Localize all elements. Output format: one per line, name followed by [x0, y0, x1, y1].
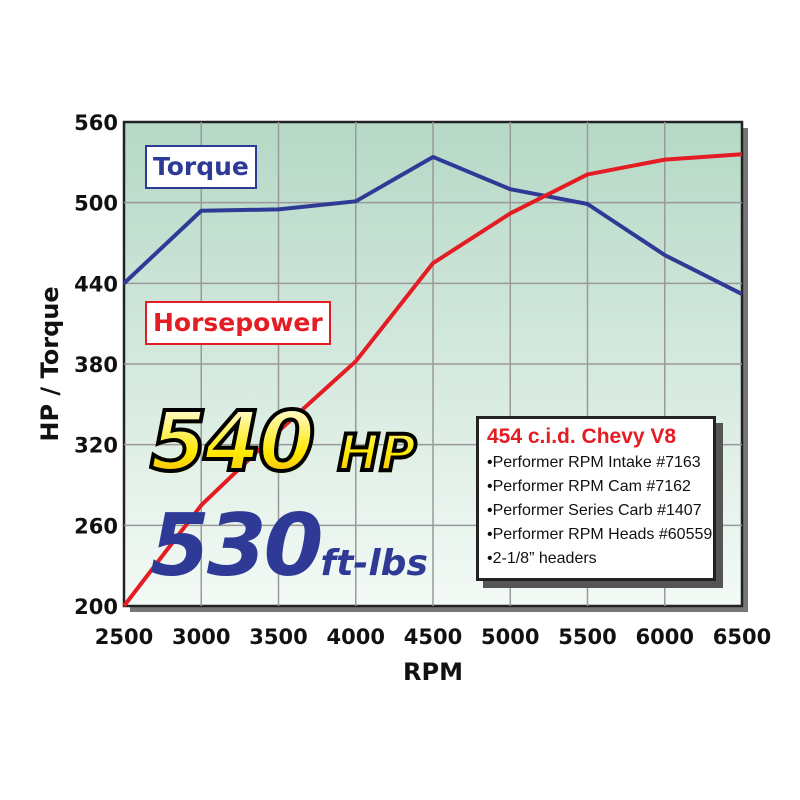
torque-value: 530	[150, 496, 324, 596]
torque-unit: ft-lbs	[320, 543, 428, 584]
spec-item: Performer Series Carb #1407	[487, 499, 705, 523]
x-tick-label: 4500	[404, 625, 462, 649]
spec-box: 454 c.i.d. Chevy V8 Performer RPM Intake…	[476, 416, 716, 581]
headline-torque: 530ft-lbs	[150, 498, 428, 612]
x-tick-labels: 2500 3000 3500 4000 4500 5000 5500 6000 6500	[95, 625, 771, 649]
spec-item: Performer RPM Cam #7162	[487, 475, 705, 499]
y-tick-label: 440	[74, 272, 118, 296]
y-axis-title: HP / Torque	[36, 286, 64, 441]
legend-horsepower: Horsepower	[145, 301, 331, 345]
y-tick-label: 200	[74, 595, 118, 619]
spec-item: Performer RPM Heads #60559	[487, 523, 713, 547]
spec-item: 2-1/8” headers	[487, 547, 705, 571]
y-tick-label: 260	[74, 514, 118, 538]
hp-unit: HP	[336, 422, 418, 484]
x-tick-label: 5000	[481, 625, 539, 649]
spec-title: 454 c.i.d. Chevy V8	[487, 425, 677, 448]
spec-item: Performer RPM Intake #7163	[487, 451, 705, 475]
series-lines	[122, 152, 743, 608]
spec-list: Performer RPM Intake #7163 Performer RPM…	[487, 451, 713, 571]
x-tick-label: 5500	[558, 625, 616, 649]
x-tick-label: 6500	[713, 625, 771, 649]
x-tick-label: 3000	[172, 625, 230, 649]
x-tick-label: 2500	[95, 625, 153, 649]
x-tick-label: 4000	[327, 625, 385, 649]
y-tick-label: 560	[74, 111, 118, 135]
x-axis-title: RPM	[403, 658, 463, 686]
y-tick-label: 320	[74, 434, 118, 458]
y-tick-label: 500	[74, 192, 118, 216]
y-tick-labels: 200 260 320 380 440 500 560	[74, 111, 118, 619]
y-tick-label: 380	[74, 353, 118, 377]
legend-torque: Torque	[145, 145, 257, 189]
hp-value: 540	[148, 395, 317, 490]
x-tick-label: 6000	[636, 625, 694, 649]
headline-hp: 540 HP	[148, 395, 418, 498]
x-tick-label: 3500	[249, 625, 307, 649]
